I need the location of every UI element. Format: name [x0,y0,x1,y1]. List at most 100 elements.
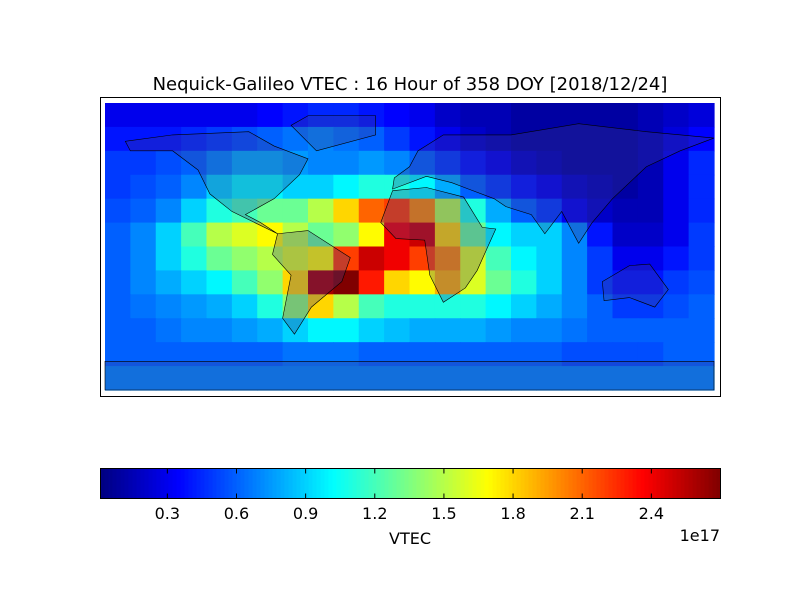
heat-cell [637,198,664,224]
heat-cell [358,150,385,176]
heat-cell [130,246,157,272]
heat-cell [536,246,563,272]
colorbar-swatch [112,468,117,499]
map-frame [100,97,721,397]
colorbar-swatch [468,468,473,499]
heat-cell [637,150,664,176]
colorbar-swatch [156,468,161,499]
colorbar-swatch [708,468,713,499]
colorbar-swatch [444,468,449,499]
colorbar-swatch [140,468,145,499]
colorbar-swatch [272,468,277,499]
heat-cell [181,150,208,176]
heat-cell [460,318,487,343]
heat-cell [587,126,614,152]
colorbar-swatch [564,468,569,499]
colorbar-swatch [316,468,321,499]
heat-cell [485,294,512,319]
colorbar-swatch [268,468,273,499]
heat-cell [181,198,208,224]
heat-cell [333,198,360,224]
heat-cell [384,198,411,224]
heat-cell [637,222,664,248]
colorbar-frame [100,468,721,499]
heat-cell [206,342,233,367]
heat-cell [358,342,385,367]
colorbar-swatch [488,468,493,499]
heat-cell [536,103,563,128]
colorbar-swatch [152,468,157,499]
colorbar-swatch [516,468,521,499]
colorbar-swatch [204,468,209,499]
heat-cell [637,318,664,343]
heat-cell [155,222,182,248]
colorbar-swatch [648,468,653,499]
colorbar-swatch [432,468,437,499]
heat-cell [460,150,487,176]
heat-cell [257,342,284,367]
heat-cell [511,150,537,176]
heat-cell [206,294,233,319]
colorbar-swatch [244,468,249,499]
heat-cell [231,174,258,200]
heat-cell [282,150,309,176]
heat-cell [105,246,131,272]
heat-cell [688,318,715,343]
heat-cell [511,198,537,224]
colorbar-swatch [332,468,337,499]
heat-cell [511,366,537,391]
heat-cell [358,103,385,128]
heat-cell [181,126,208,152]
heat-cell [460,198,487,224]
heat-cell [511,103,537,128]
heat-cell [257,103,284,128]
colorbar-offset: 1e17 [680,526,720,545]
colorbar-tick-label: 0.6 [224,504,249,523]
heat-cell [257,150,284,176]
heat-cell [181,222,208,248]
heat-cell [536,270,563,295]
colorbar-swatch [308,468,313,499]
heat-cell [308,270,334,295]
heat-cell [511,174,537,200]
heat-cell [181,270,208,295]
colorbar-swatch [484,468,489,499]
heat-cell [485,150,512,176]
heat-cell [561,318,588,343]
heat-cell [536,366,563,391]
heat-cell [561,222,588,248]
heat-cell [460,246,487,272]
colorbar-swatch [208,468,213,499]
colorbar-swatch [608,468,613,499]
heat-cell [384,342,411,367]
heat-cell [612,366,639,391]
colorbar-swatch [408,468,413,499]
heat-cell [333,246,360,272]
heat-cell [460,294,487,319]
heat-cell [460,126,487,152]
heat-cell [536,126,563,152]
heat-cell [257,270,284,295]
heat-cell [434,246,461,272]
heat-cell [130,294,157,319]
land-outline [392,123,715,244]
heat-cell [485,222,512,248]
colorbar-swatch [628,468,633,499]
colorbar-swatch [260,468,265,499]
colorbar-swatch [168,468,173,499]
heat-cell [181,246,208,272]
heat-cell [308,103,334,128]
heat-cell [105,126,131,152]
heat-cell [612,126,639,152]
heat-cell [130,174,157,200]
colorbar-swatch [120,468,125,499]
land-outline [380,187,497,303]
heat-cell [663,222,690,248]
heat-cell [308,342,334,367]
heat-cell [155,103,182,128]
heat-cell [561,126,588,152]
heat-cell [587,294,614,319]
heat-cell [308,174,334,200]
heat-cell [612,150,639,176]
heat-cell [282,126,309,152]
